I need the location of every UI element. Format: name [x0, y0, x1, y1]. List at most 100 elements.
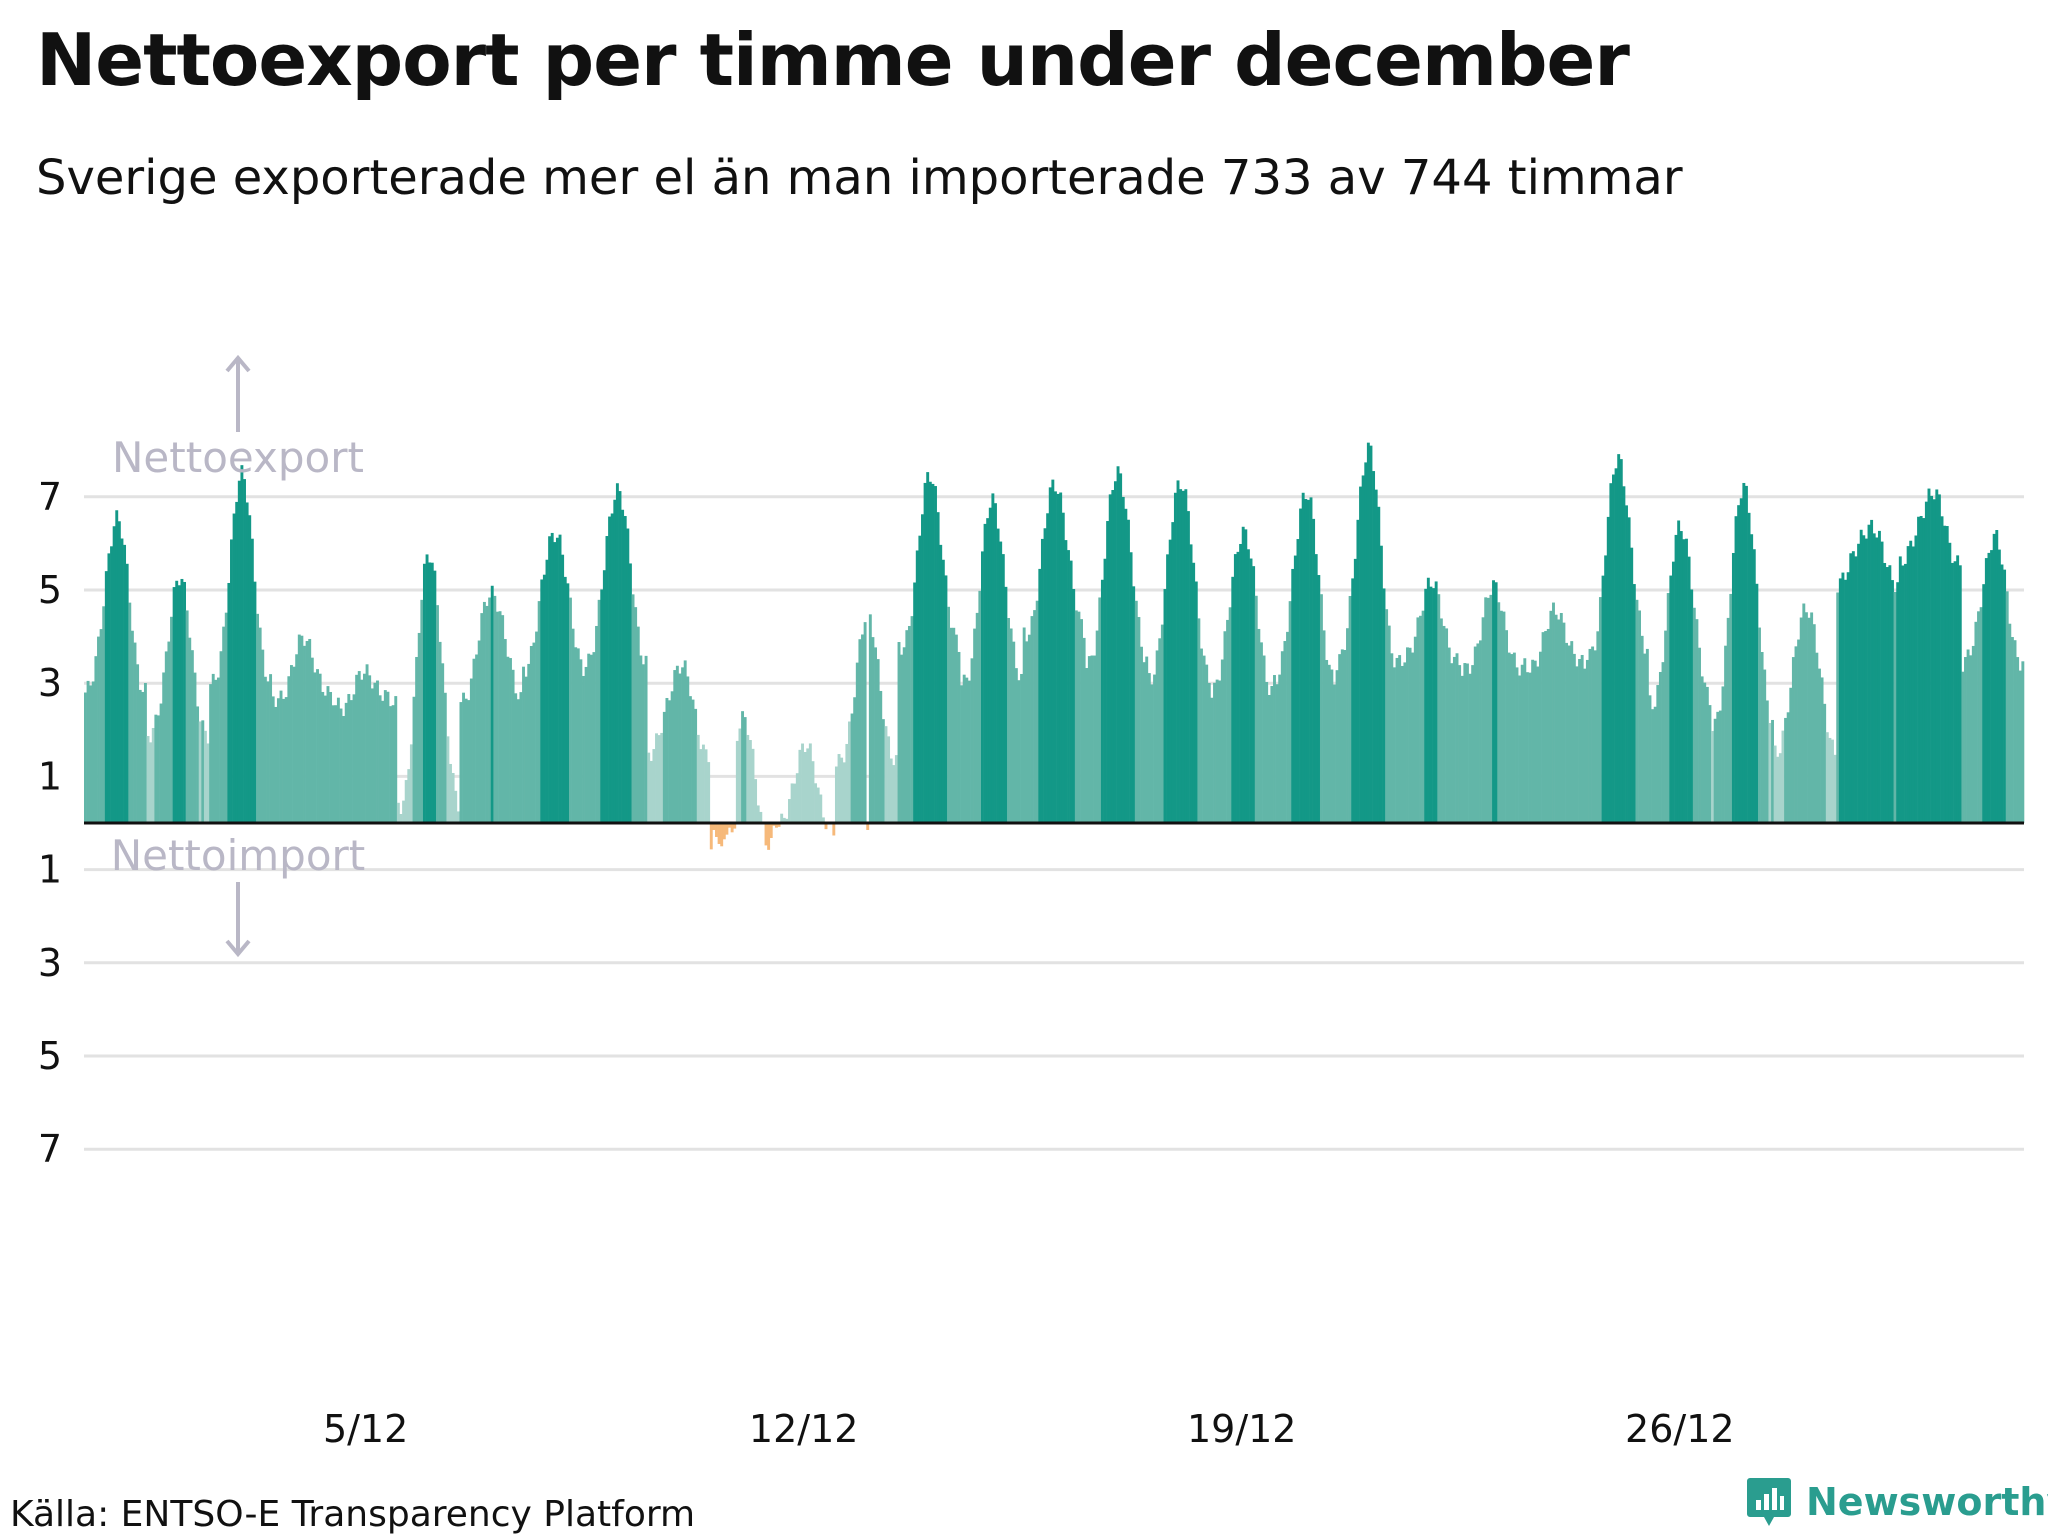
hour-bar	[1638, 610, 1641, 823]
hour-bar	[1134, 600, 1138, 823]
hour-bar	[699, 749, 703, 823]
hour-bar	[1379, 545, 1383, 823]
hour-bar	[1518, 675, 1522, 823]
hour-bar	[780, 813, 784, 823]
hour-bar	[1186, 511, 1190, 823]
hour-bar	[558, 534, 562, 823]
hour-bar	[409, 744, 413, 823]
hour-bar	[519, 692, 523, 823]
hour-bar	[571, 628, 575, 823]
hour-bar	[608, 516, 612, 823]
hour-bar	[1815, 652, 1819, 823]
hour-bar	[1377, 506, 1381, 823]
hour-bar	[1708, 705, 1712, 823]
hour-bar	[1155, 650, 1159, 823]
hour-bar	[449, 763, 452, 823]
hour-bar	[1033, 610, 1037, 823]
hour-bar	[1054, 491, 1057, 823]
hour-bar	[1147, 673, 1151, 823]
hour-bar	[866, 823, 870, 830]
hour-bar	[258, 627, 262, 823]
hour-bar	[900, 654, 904, 823]
hour-bar	[1184, 489, 1188, 823]
hour-bar	[1562, 622, 1566, 823]
hour-bar	[1492, 580, 1495, 823]
hour-bar	[167, 641, 171, 823]
hour-bar	[686, 676, 690, 823]
hour-bar	[1831, 739, 1834, 823]
hour-bar	[1695, 619, 1699, 823]
hour-bar	[415, 656, 419, 823]
hour-bar	[1643, 653, 1647, 823]
y-tick-label: 3	[38, 661, 62, 705]
hour-bar	[1872, 533, 1876, 823]
hour-bar	[365, 664, 369, 823]
hour-bar	[370, 688, 374, 823]
hour-bar	[1591, 646, 1595, 823]
brand-logo[interactable]: Newsworthy	[1746, 1476, 2048, 1528]
hour-bar	[1333, 684, 1336, 823]
hour-bar	[94, 656, 98, 823]
hour-bar	[201, 720, 205, 823]
hour-bar	[522, 666, 525, 823]
hour-bar	[550, 532, 554, 823]
hour-bar	[1721, 686, 1725, 823]
hour-bar	[1452, 656, 1456, 823]
hour-bar	[1249, 558, 1253, 823]
hour-bar	[1309, 497, 1313, 823]
hour-bar	[636, 626, 640, 823]
hour-bar	[344, 702, 348, 823]
hour-bar	[91, 681, 95, 823]
hour-bar	[1051, 479, 1055, 823]
y-tick-label: 1	[38, 754, 62, 798]
hour-bar	[1497, 602, 1501, 823]
hour-bar	[881, 719, 885, 823]
hour-bar	[527, 663, 531, 823]
hour-bar	[540, 579, 544, 823]
hour-bar	[902, 647, 906, 823]
hour-bar	[1486, 597, 1490, 823]
hour-bar	[1413, 636, 1417, 823]
hour-bar	[848, 721, 851, 823]
hour-bar	[1625, 505, 1628, 823]
import-label: Nettoimport	[111, 831, 366, 880]
hour-bar	[1653, 706, 1657, 823]
hour-bar	[1106, 521, 1110, 823]
hour-bar	[1917, 516, 1920, 823]
hour-bar	[456, 811, 460, 823]
hour-bar	[1666, 593, 1670, 823]
hour-bar	[1565, 642, 1568, 823]
hour-bar	[1168, 539, 1172, 823]
hour-bar	[104, 571, 108, 823]
hour-bar	[1280, 651, 1284, 823]
hour-bar	[1726, 617, 1730, 823]
hour-bar	[1406, 647, 1409, 823]
hour-bar	[1844, 579, 1847, 823]
hour-bar	[1585, 659, 1589, 823]
hour-bar	[1265, 681, 1269, 823]
hour-bar	[696, 734, 700, 823]
hour-bar	[1374, 489, 1378, 823]
hour-bar	[1677, 520, 1681, 823]
hour-bar	[1319, 594, 1323, 823]
hour-bar	[1442, 625, 1446, 823]
hour-bar	[1421, 610, 1425, 823]
y-tick-label: 7	[38, 1127, 62, 1171]
hour-bar	[1494, 582, 1498, 823]
hour-bar	[506, 656, 510, 823]
hour-bar	[868, 614, 872, 823]
hour-bar	[2016, 657, 2020, 823]
hour-bar	[1567, 645, 1571, 823]
hour-bar	[561, 554, 565, 823]
hour-bar	[1846, 572, 1850, 823]
hour-bar	[874, 647, 877, 823]
hour-bar	[1278, 674, 1282, 823]
hour-bar	[1807, 617, 1811, 823]
hour-bar	[628, 563, 632, 823]
hour-bar	[138, 689, 142, 823]
hour-bar	[1601, 575, 1605, 823]
y-axis-labels: 7 5 3 1 1 3 5 7	[38, 475, 62, 1171]
hour-bar	[944, 575, 948, 823]
hour-bar	[1731, 552, 1735, 823]
hour-bar	[788, 799, 791, 823]
